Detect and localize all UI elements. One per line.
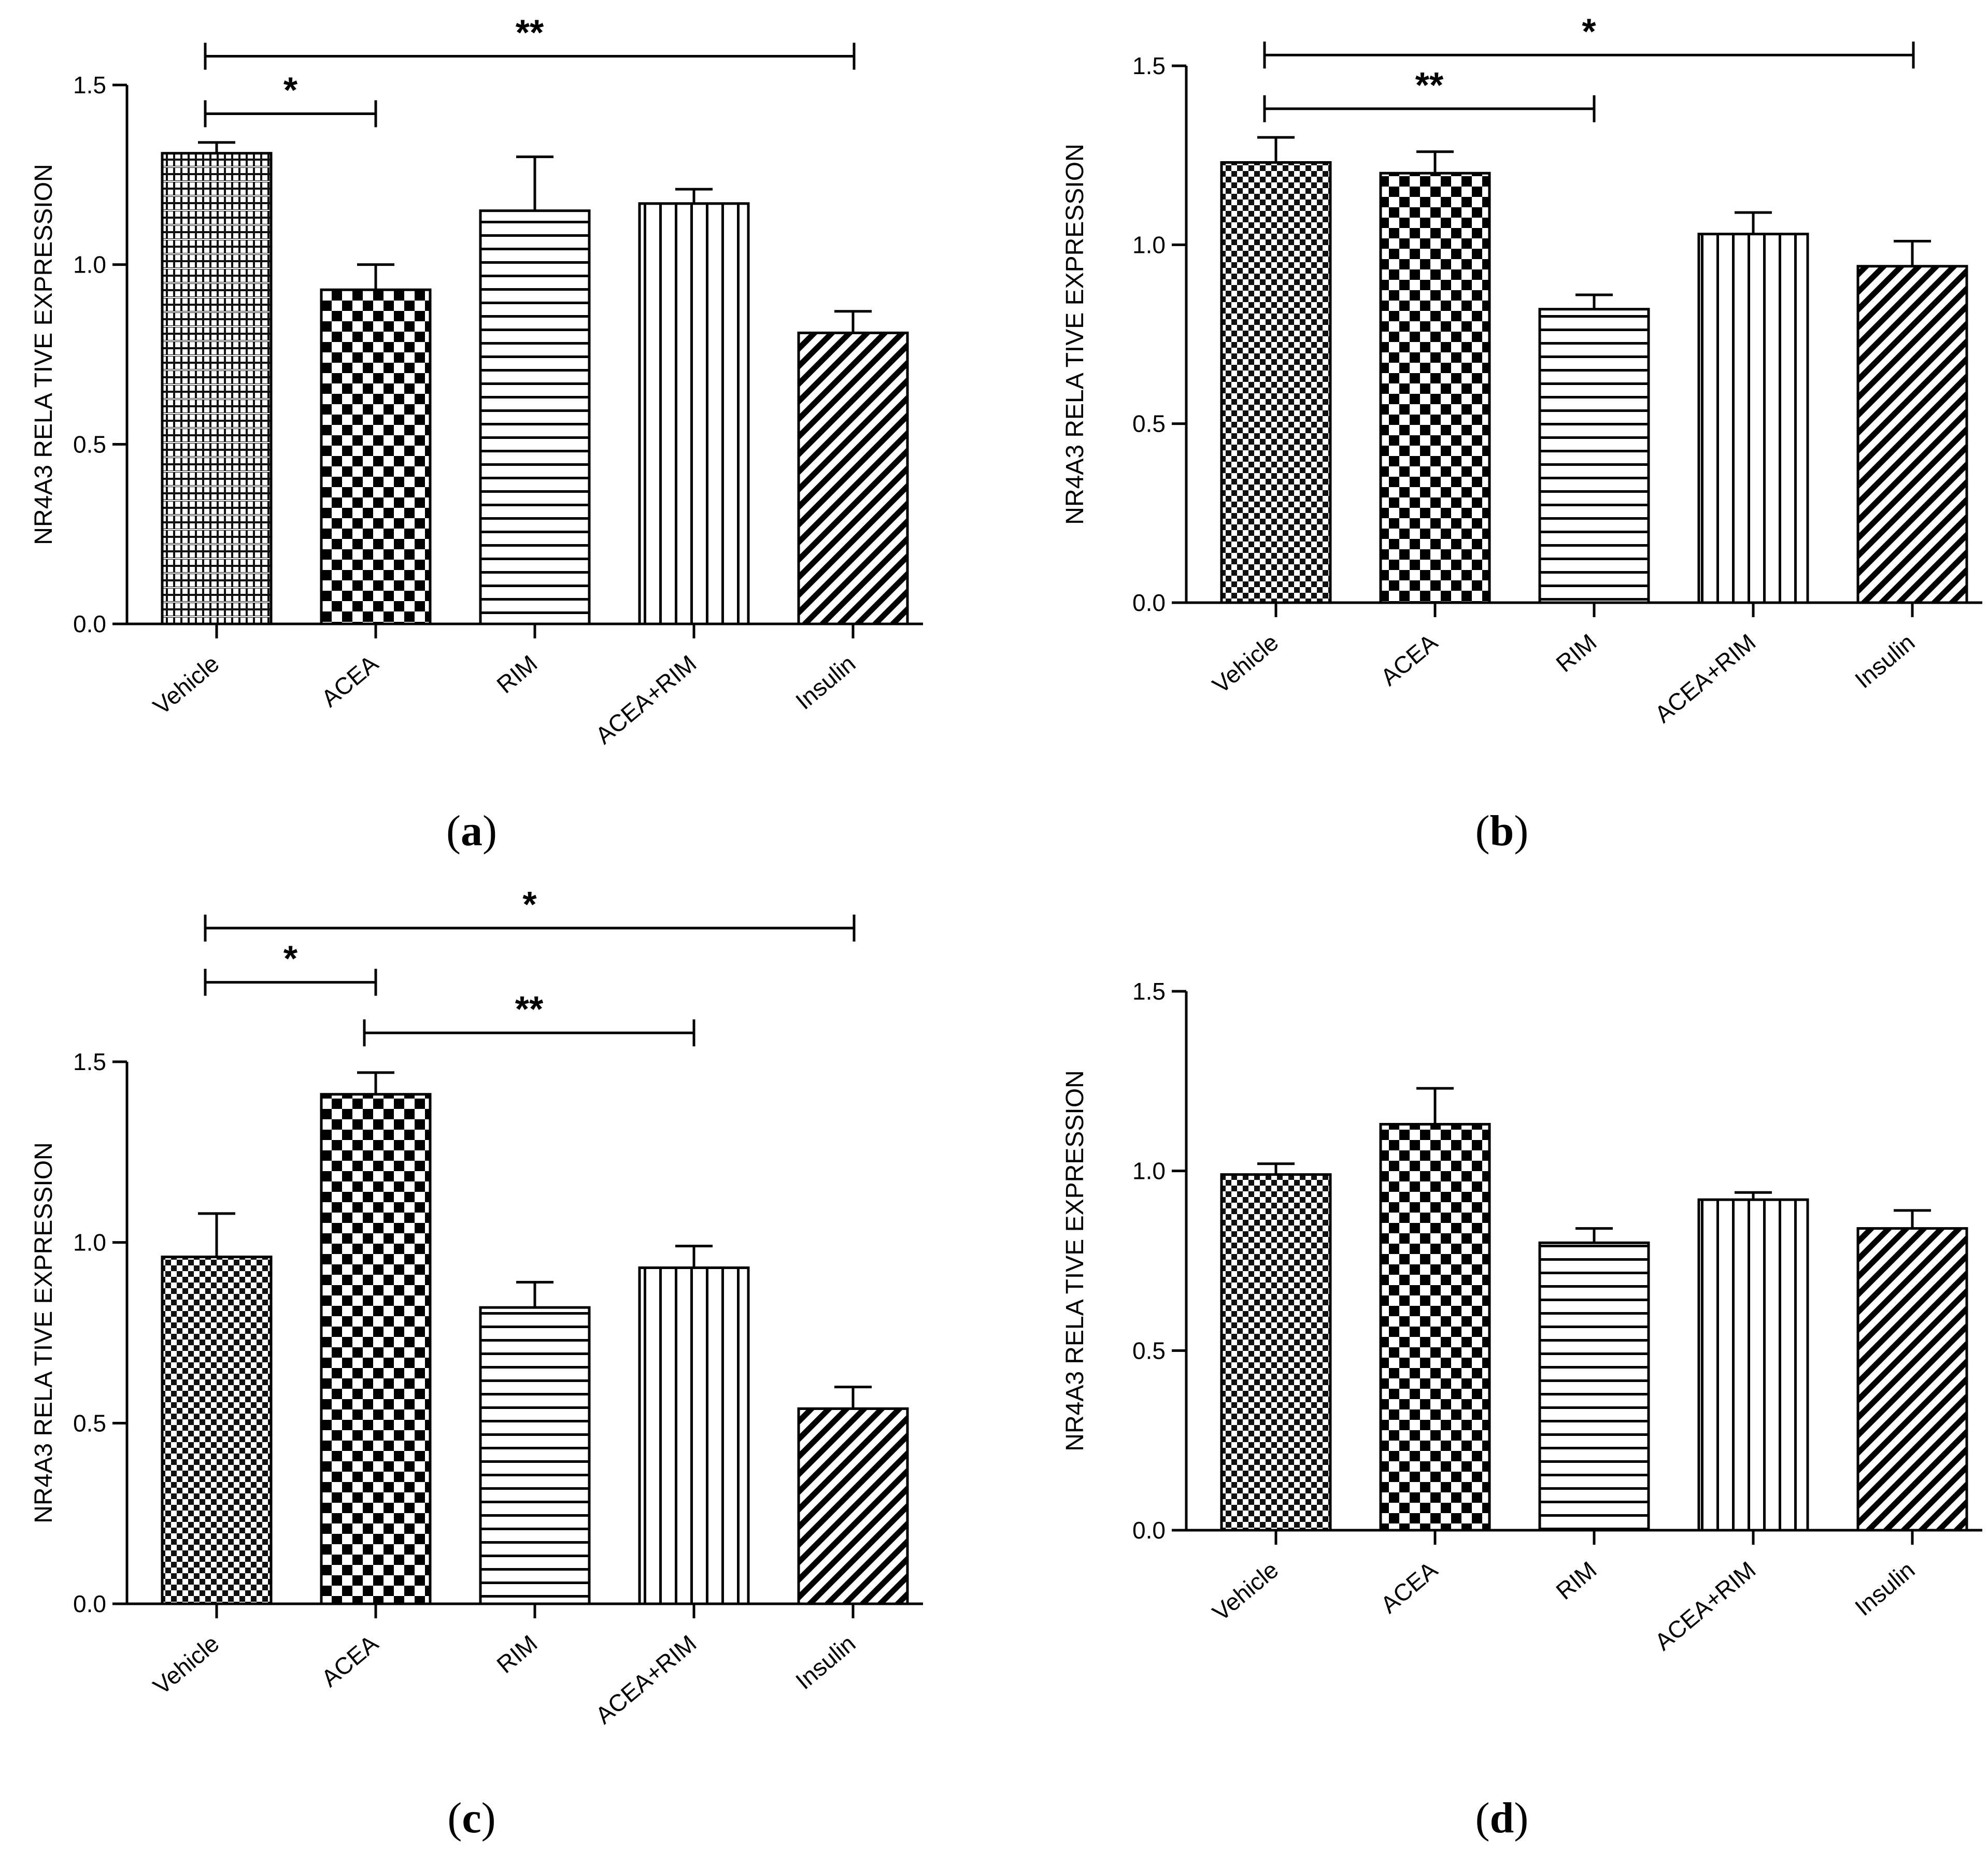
x-tick-label-a-4: Insulin: [790, 650, 860, 715]
bar-b-1: [1379, 172, 1491, 604]
bar-c-0: [161, 1256, 273, 1605]
bar-a-1: [320, 288, 432, 625]
x-tick-label-b-3: ACEA+RIM: [1650, 629, 1761, 728]
x-tick-label-c-2: RIM: [491, 1630, 542, 1678]
y-tick-label-a-1: 0.5: [73, 431, 106, 458]
bar-a-0: [161, 152, 273, 625]
x-tick-label-c-4: Insulin: [790, 1630, 860, 1694]
bar-c-1: [320, 1093, 432, 1605]
sig-label-a-0: **: [516, 12, 544, 53]
y-tick-label-d-1: 0.5: [1132, 1337, 1166, 1364]
bar-c-3: [638, 1266, 750, 1605]
chart-panel-c: 0.0 0.5 1.0 1.5 Vehicle ACEA RIM ACEA+RIM Insuli…: [30, 884, 923, 1729]
x-tick-label-a-1: ACEA: [316, 650, 384, 713]
sig-label-c-2: **: [515, 989, 544, 1029]
y-tick-label-b-2: 1.0: [1132, 231, 1166, 258]
x-tick-label-a-2: RIM: [491, 650, 542, 699]
sig-label-b-0: *: [1582, 11, 1596, 51]
y-tick-label-b-1: 0.5: [1132, 410, 1166, 437]
x-tick-label-d-2: RIM: [1551, 1556, 1601, 1605]
panel-label-c: (c): [447, 1794, 496, 1842]
panel-label-a: (a): [446, 807, 497, 855]
y-tick-label-c-1: 0.5: [73, 1409, 106, 1436]
x-tick-label-b-1: ACEA: [1375, 629, 1443, 691]
x-tick-label-a-3: ACEA+RIM: [590, 650, 702, 749]
y-tick-label-c-0: 0.0: [73, 1590, 106, 1617]
bar-d-4: [1856, 1227, 1968, 1532]
y-tick-label-d-3: 1.5: [1132, 978, 1166, 1005]
x-tick-label-c-3: ACEA+RIM: [590, 1630, 702, 1729]
bar-c-4: [797, 1407, 909, 1605]
x-tick-label-d-4: Insulin: [1850, 1556, 1920, 1621]
y-axis-title-a: NR4A3 RELA TIVE EXPRESSION: [30, 164, 58, 545]
y-tick-label-a-3: 1.5: [73, 72, 106, 98]
bar-d-2: [1538, 1241, 1650, 1532]
y-tick-label-d-2: 1.0: [1132, 1158, 1166, 1185]
y-tick-label-c-2: 1.0: [73, 1229, 106, 1256]
y-tick-label-b-3: 1.5: [1132, 52, 1166, 79]
y-tick-label-a-0: 0.0: [73, 610, 106, 637]
y-axis-title-c: NR4A3 RELA TIVE EXPRESSION: [30, 1142, 58, 1523]
sig-label-c-1: *: [283, 938, 298, 979]
x-tick-label-d-3: ACEA+RIM: [1650, 1556, 1761, 1656]
bar-b-2: [1538, 308, 1650, 604]
x-tick-label-b-4: Insulin: [1850, 629, 1920, 693]
bar-a-2: [479, 209, 591, 625]
bar-b-3: [1697, 233, 1809, 604]
bar-c-2: [479, 1306, 591, 1605]
x-tick-label-c-0: Vehicle: [148, 1630, 224, 1700]
chart-panel-b: 0.0 0.5 1.0 1.5 Vehicle ACEA RIM ACEA+RIM Insuli…: [1061, 11, 1982, 728]
chart-panel-a: 0.0 0.5 1.0 1.5 Vehicle ACEA RIM ACEA+RIM Insuli…: [30, 12, 923, 749]
x-tick-label-d-1: ACEA: [1375, 1556, 1443, 1619]
panel-label-d: (d): [1475, 1794, 1529, 1842]
x-tick-label-b-2: RIM: [1551, 629, 1601, 677]
x-tick-label-d-0: Vehicle: [1207, 1556, 1283, 1626]
y-tick-label-c-3: 1.5: [73, 1048, 106, 1075]
bar-b-4: [1856, 265, 1968, 604]
y-tick-label-b-0: 0.0: [1132, 589, 1166, 616]
chart-panel-d: 0.0 0.5 1.0 1.5 Vehicle ACEA RIM ACEA+RIM Insuli…: [1061, 978, 1982, 1656]
y-axis-title-d: NR4A3 RELA TIVE EXPRESSION: [1061, 1070, 1089, 1451]
sig-label-b-1: **: [1415, 65, 1444, 105]
bar-d-0: [1220, 1173, 1332, 1532]
sig-label-c-0: *: [522, 884, 537, 924]
x-tick-label-b-0: Vehicle: [1207, 629, 1283, 699]
bar-a-4: [797, 331, 909, 625]
y-axis-title-b: NR4A3 RELA TIVE EXPRESSION: [1061, 144, 1089, 524]
x-tick-label-c-1: ACEA: [316, 1630, 384, 1692]
y-tick-label-d-0: 0.0: [1132, 1517, 1166, 1544]
bar-d-1: [1379, 1123, 1491, 1532]
panel-label-b: (b): [1475, 807, 1529, 855]
x-tick-label-a-0: Vehicle: [148, 650, 224, 720]
bar-d-3: [1697, 1198, 1809, 1532]
y-tick-label-a-2: 1.0: [73, 251, 106, 278]
bar-a-3: [638, 202, 750, 625]
sig-label-a-1: *: [283, 69, 298, 110]
bar-b-0: [1220, 161, 1332, 604]
